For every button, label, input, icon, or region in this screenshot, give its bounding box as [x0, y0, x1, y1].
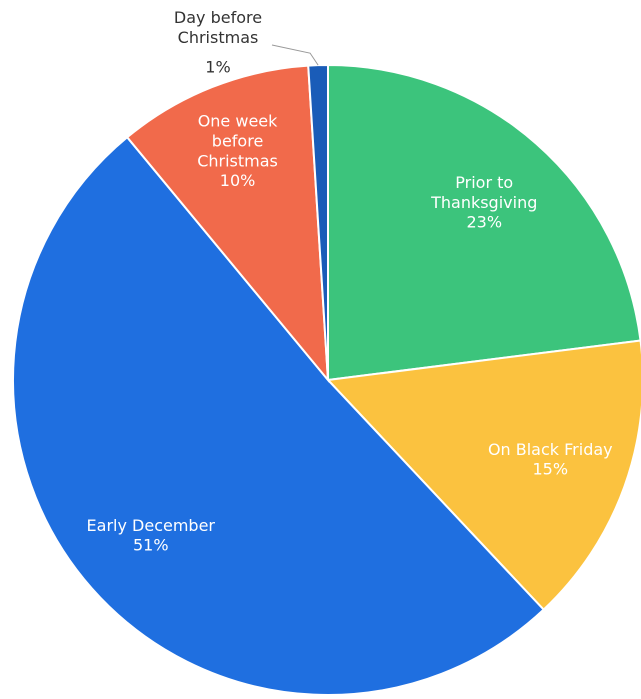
label-line: Day before [174, 8, 262, 27]
value-label: 10% [220, 171, 256, 190]
label-line: before [212, 131, 264, 150]
pie-slice [125, 64, 330, 384]
slice-label: One week before Christmas [197, 111, 278, 170]
value-label: 15% [533, 460, 569, 479]
value-label: 23% [466, 212, 502, 231]
label-line: Thanksgiving [430, 192, 537, 211]
label-line: Christmas [197, 151, 278, 170]
slice-label: Early December [87, 516, 216, 535]
value-label: 51% [133, 536, 169, 555]
label-line: On Black Friday [488, 440, 613, 459]
label-line: Prior to [455, 172, 513, 191]
pie-slice [325, 339, 641, 612]
pie-slice [12, 135, 546, 696]
slice-label: Prior to Thanksgiving [430, 172, 537, 211]
slice-label: Day before Christmas [174, 8, 262, 47]
slice-label: On Black Friday [488, 440, 613, 459]
pie-slice [327, 63, 641, 382]
pie-slice [307, 63, 329, 381]
label-line: Early December [87, 516, 216, 535]
leader-line [271, 44, 319, 66]
value-label: 1% [205, 58, 230, 77]
label-line: Christmas [178, 28, 259, 47]
label-line: One week [198, 111, 278, 130]
